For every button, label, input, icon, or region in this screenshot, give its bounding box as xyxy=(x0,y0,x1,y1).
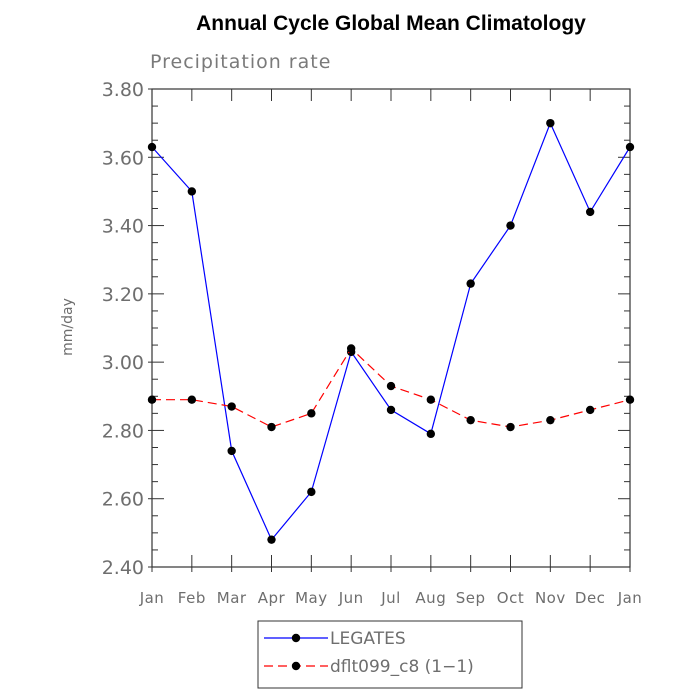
x-tick-label: Sep xyxy=(456,589,486,607)
plot-frame xyxy=(151,88,631,568)
data-point xyxy=(267,535,276,544)
data-point xyxy=(147,142,157,152)
data-point xyxy=(466,415,475,425)
x-tick-label: Oct xyxy=(497,589,524,607)
y-tick-label: 2.40 xyxy=(102,557,144,579)
data-point xyxy=(585,405,595,415)
x-tick-label: May xyxy=(295,589,328,607)
y-tick-label: 3.20 xyxy=(102,284,144,306)
data-point xyxy=(426,395,436,404)
y-tick-label: 2.60 xyxy=(102,489,144,511)
legend-label: LEGATES xyxy=(330,629,406,649)
data-point xyxy=(187,395,197,404)
data-point xyxy=(307,487,316,497)
data-point xyxy=(227,446,236,456)
chart-subtitle: Precipitation rate xyxy=(150,51,331,73)
data-point xyxy=(147,395,157,404)
data-point xyxy=(625,142,635,152)
legend: LEGATES dflt099_c8 (1−1) xyxy=(257,620,523,689)
legend-marker xyxy=(291,661,301,671)
x-tick-label: Mar xyxy=(217,589,247,607)
data-point xyxy=(506,221,515,230)
y-tick-label: 3.80 xyxy=(102,79,144,101)
x-tick-label: Jan xyxy=(617,589,643,607)
axis-ticks xyxy=(148,88,631,572)
x-tick-label: Nov xyxy=(535,589,566,607)
legend-box xyxy=(257,620,523,689)
x-tick-label: Jul xyxy=(380,589,401,607)
data-point xyxy=(546,415,555,425)
data-point xyxy=(546,118,555,128)
x-tick-label: Dec xyxy=(575,589,606,607)
x-tick-label: Feb xyxy=(178,589,206,607)
y-tick-label: 3.00 xyxy=(102,352,144,374)
x-tick-label: Jun xyxy=(338,589,364,607)
legend-marker xyxy=(291,633,301,643)
data-point xyxy=(426,429,436,439)
data-point xyxy=(346,344,356,353)
y-tick-label: 3.60 xyxy=(102,147,144,169)
data-point xyxy=(506,422,515,432)
y-axis-label: mm/day xyxy=(60,298,76,356)
data-point xyxy=(267,422,276,432)
series-layer xyxy=(147,118,635,544)
tick-labels: 2.40 2.60 2.80 3.00 3.20 3.40 3.60 3.80 Jan Feb Ma… xyxy=(102,79,643,607)
data-point xyxy=(307,409,316,418)
data-point xyxy=(386,381,396,391)
series-line xyxy=(151,121,631,541)
data-point xyxy=(386,405,396,415)
legend-label: dflt099_c8 (1−1) xyxy=(330,657,474,677)
data-point xyxy=(466,279,475,288)
x-tick-label: Jan xyxy=(139,589,165,607)
chart-title: Annual Cycle Global Mean Climatology xyxy=(196,12,586,35)
data-point xyxy=(585,207,595,217)
y-tick-label: 3.40 xyxy=(102,216,144,238)
y-tick-label: 2.80 xyxy=(102,420,144,442)
data-point xyxy=(227,402,236,411)
data-point xyxy=(187,187,197,196)
x-tick-label: Aug xyxy=(415,589,446,607)
x-tick-label: Apr xyxy=(258,589,286,607)
data-point xyxy=(625,395,635,404)
